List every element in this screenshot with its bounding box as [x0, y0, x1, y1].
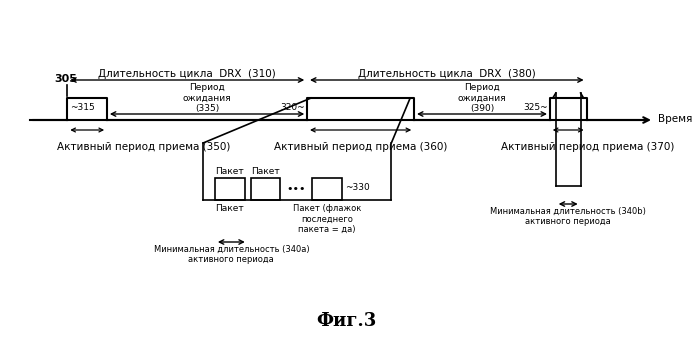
Text: Активный период приема (370): Активный период приема (370) [501, 142, 675, 152]
Text: Пакет: Пакет [216, 167, 244, 176]
Text: Период
ожидания
(390): Период ожидания (390) [458, 83, 506, 113]
Text: Длительность цикла  DRX  (380): Длительность цикла DRX (380) [358, 69, 536, 79]
Text: Минимальная длительность (340b)
активного периода: Минимальная длительность (340b) активног… [490, 207, 646, 227]
Text: Длительность цикла  DRX  (310): Длительность цикла DRX (310) [99, 69, 276, 79]
Bar [215, 178, 245, 200]
Text: Пакет: Пакет [251, 167, 280, 176]
Text: Активный период приема (360): Активный период приема (360) [274, 142, 447, 152]
Bar [251, 178, 281, 200]
Text: •••: ••• [286, 184, 306, 194]
Text: 305: 305 [54, 74, 77, 84]
Text: Активный период приема (350): Активный период приема (350) [57, 142, 231, 152]
Text: 325~: 325~ [524, 103, 548, 111]
Text: Минимальная длительность (340a)
активного периода: Минимальная длительность (340a) активног… [153, 245, 309, 264]
Bar [312, 178, 342, 200]
Text: Период
ожидания
(335): Период ожидания (335) [183, 83, 232, 113]
Text: ~330: ~330 [345, 183, 370, 192]
Text: 320~: 320~ [281, 103, 305, 111]
Text: Время: Время [658, 114, 692, 124]
Text: ~315: ~315 [70, 103, 95, 111]
Text: Фиг.3: Фиг.3 [316, 312, 377, 330]
Text: Пакет: Пакет [216, 204, 244, 213]
Text: Пакет (флажок
последнего
пакета = да): Пакет (флажок последнего пакета = да) [293, 204, 361, 234]
